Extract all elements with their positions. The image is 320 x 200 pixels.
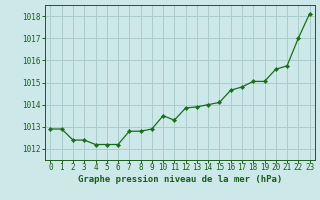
X-axis label: Graphe pression niveau de la mer (hPa): Graphe pression niveau de la mer (hPa) (78, 175, 282, 184)
